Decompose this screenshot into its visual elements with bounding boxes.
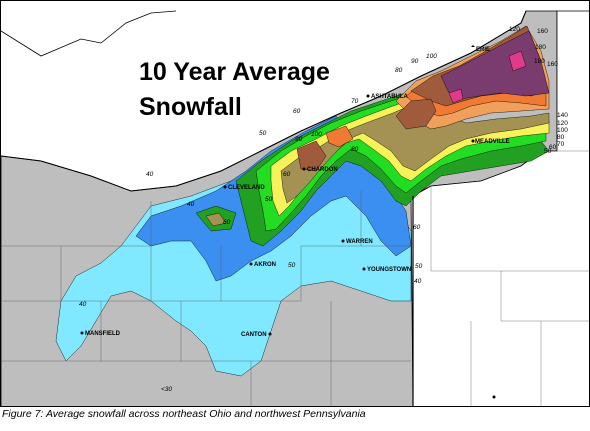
contour-label-90b: 90 — [295, 136, 303, 143]
contour-label-90: 90 — [411, 58, 419, 65]
contour-label-180a: 180 — [535, 44, 546, 51]
city-marker-akron — [249, 262, 253, 266]
map-title-line2: Snowfall — [139, 93, 242, 121]
lake-erie-shoreline — [1, 10, 527, 192]
city-marker-canton — [268, 332, 272, 336]
contour-label-40d: 40 — [79, 301, 87, 308]
snowfall-map: ERIE ASHTABULA MEADVILLE CHARDON CLEVELA… — [0, 0, 590, 407]
map-title: 10 Year Average Snowfall — [139, 55, 330, 125]
contour-label-50d: 50 — [415, 263, 423, 270]
hotspot-magenta-2 — [508, 50, 527, 72]
city-label-warren: WARREN — [346, 239, 373, 245]
contour-label-120b: 120 — [557, 120, 568, 127]
contour-label-60c: 60 — [283, 171, 291, 178]
hotspot-orange-small — [325, 125, 354, 148]
contour-label-180b: 180 — [534, 58, 545, 65]
city-label-meadville: MEADVILLE — [475, 139, 510, 145]
contour-label-50c: 50 — [265, 196, 273, 203]
city-marker-mansfield — [80, 331, 84, 335]
city-marker-sw-pa — [492, 395, 496, 399]
contour-label-60d: 60 — [413, 224, 421, 231]
city-markers — [80, 45, 496, 399]
contour-label-80b: 80 — [557, 134, 565, 141]
contour-label-70: 70 — [351, 98, 359, 105]
contour-label-80c: 80 — [351, 146, 359, 153]
city-label-youngstown: YOUNGSTOWN — [367, 267, 411, 273]
city-marker-chardon — [302, 167, 306, 171]
snowfall-map-svg: ERIE ASHTABULA MEADVILLE CHARDON CLEVELA… — [1, 10, 589, 406]
city-label-ashtabula: ASHTABULA — [371, 94, 409, 100]
contour-label-100b: 100 — [557, 127, 568, 134]
contour-label-70b: 70 — [557, 141, 565, 148]
city-label-chardon: CHARDON — [307, 167, 338, 173]
city-label-canton: CANTON — [241, 332, 267, 338]
city-label-mansfield: MANSFIELD — [85, 331, 121, 337]
contour-label-60e: 60 — [223, 219, 231, 226]
contour-label-40c: 40 — [414, 278, 422, 285]
contour-label-120: 120 — [509, 26, 520, 33]
contour-label-30: <30 — [161, 386, 172, 393]
city-label-erie: ERIE — [476, 47, 490, 53]
city-marker-youngstown — [362, 267, 366, 271]
city-marker-cleveland — [223, 185, 227, 189]
city-marker-ashtabula — [366, 94, 370, 98]
pocket-olive-west — [205, 212, 227, 227]
hotspot-brown-west — [395, 98, 437, 130]
contour-label-40b: 40 — [187, 201, 195, 208]
city-marker-meadville — [471, 139, 475, 143]
contour-label-50e: 50 — [288, 262, 296, 269]
zone-90-100 — [280, 100, 550, 204]
city-label-akron: AKRON — [254, 262, 276, 268]
contour-label-50: 50 — [259, 130, 267, 137]
contour-label-100c: 100 — [311, 131, 322, 138]
contour-label-140: 140 — [557, 112, 568, 119]
map-title-line1: 10 Year Average — [139, 58, 330, 86]
hotspot-magenta-1 — [448, 88, 464, 104]
hotspot-brown-chardon — [296, 140, 327, 172]
contour-label-160a: 160 — [537, 28, 548, 35]
contour-label-50b: 50 — [544, 148, 552, 155]
city-marker-warren — [341, 239, 345, 243]
contour-label-100: 100 — [426, 53, 437, 60]
contour-label-40: 40 — [146, 171, 154, 178]
canada-shoreline — [1, 10, 177, 57]
contour-label-60a: 60 — [293, 108, 301, 115]
contour-label-160b: 160 — [547, 61, 558, 68]
contour-label-80: 80 — [395, 67, 403, 74]
figure-caption: Figure 7: Average snowfall across northe… — [2, 408, 366, 420]
pa-county-lines — [430, 150, 589, 406]
city-marker-erie — [471, 45, 475, 47]
contour-label-60b: 60 — [549, 144, 557, 151]
county-lines — [1, 191, 411, 406]
city-label-cleveland: CLEVELAND — [228, 185, 265, 191]
